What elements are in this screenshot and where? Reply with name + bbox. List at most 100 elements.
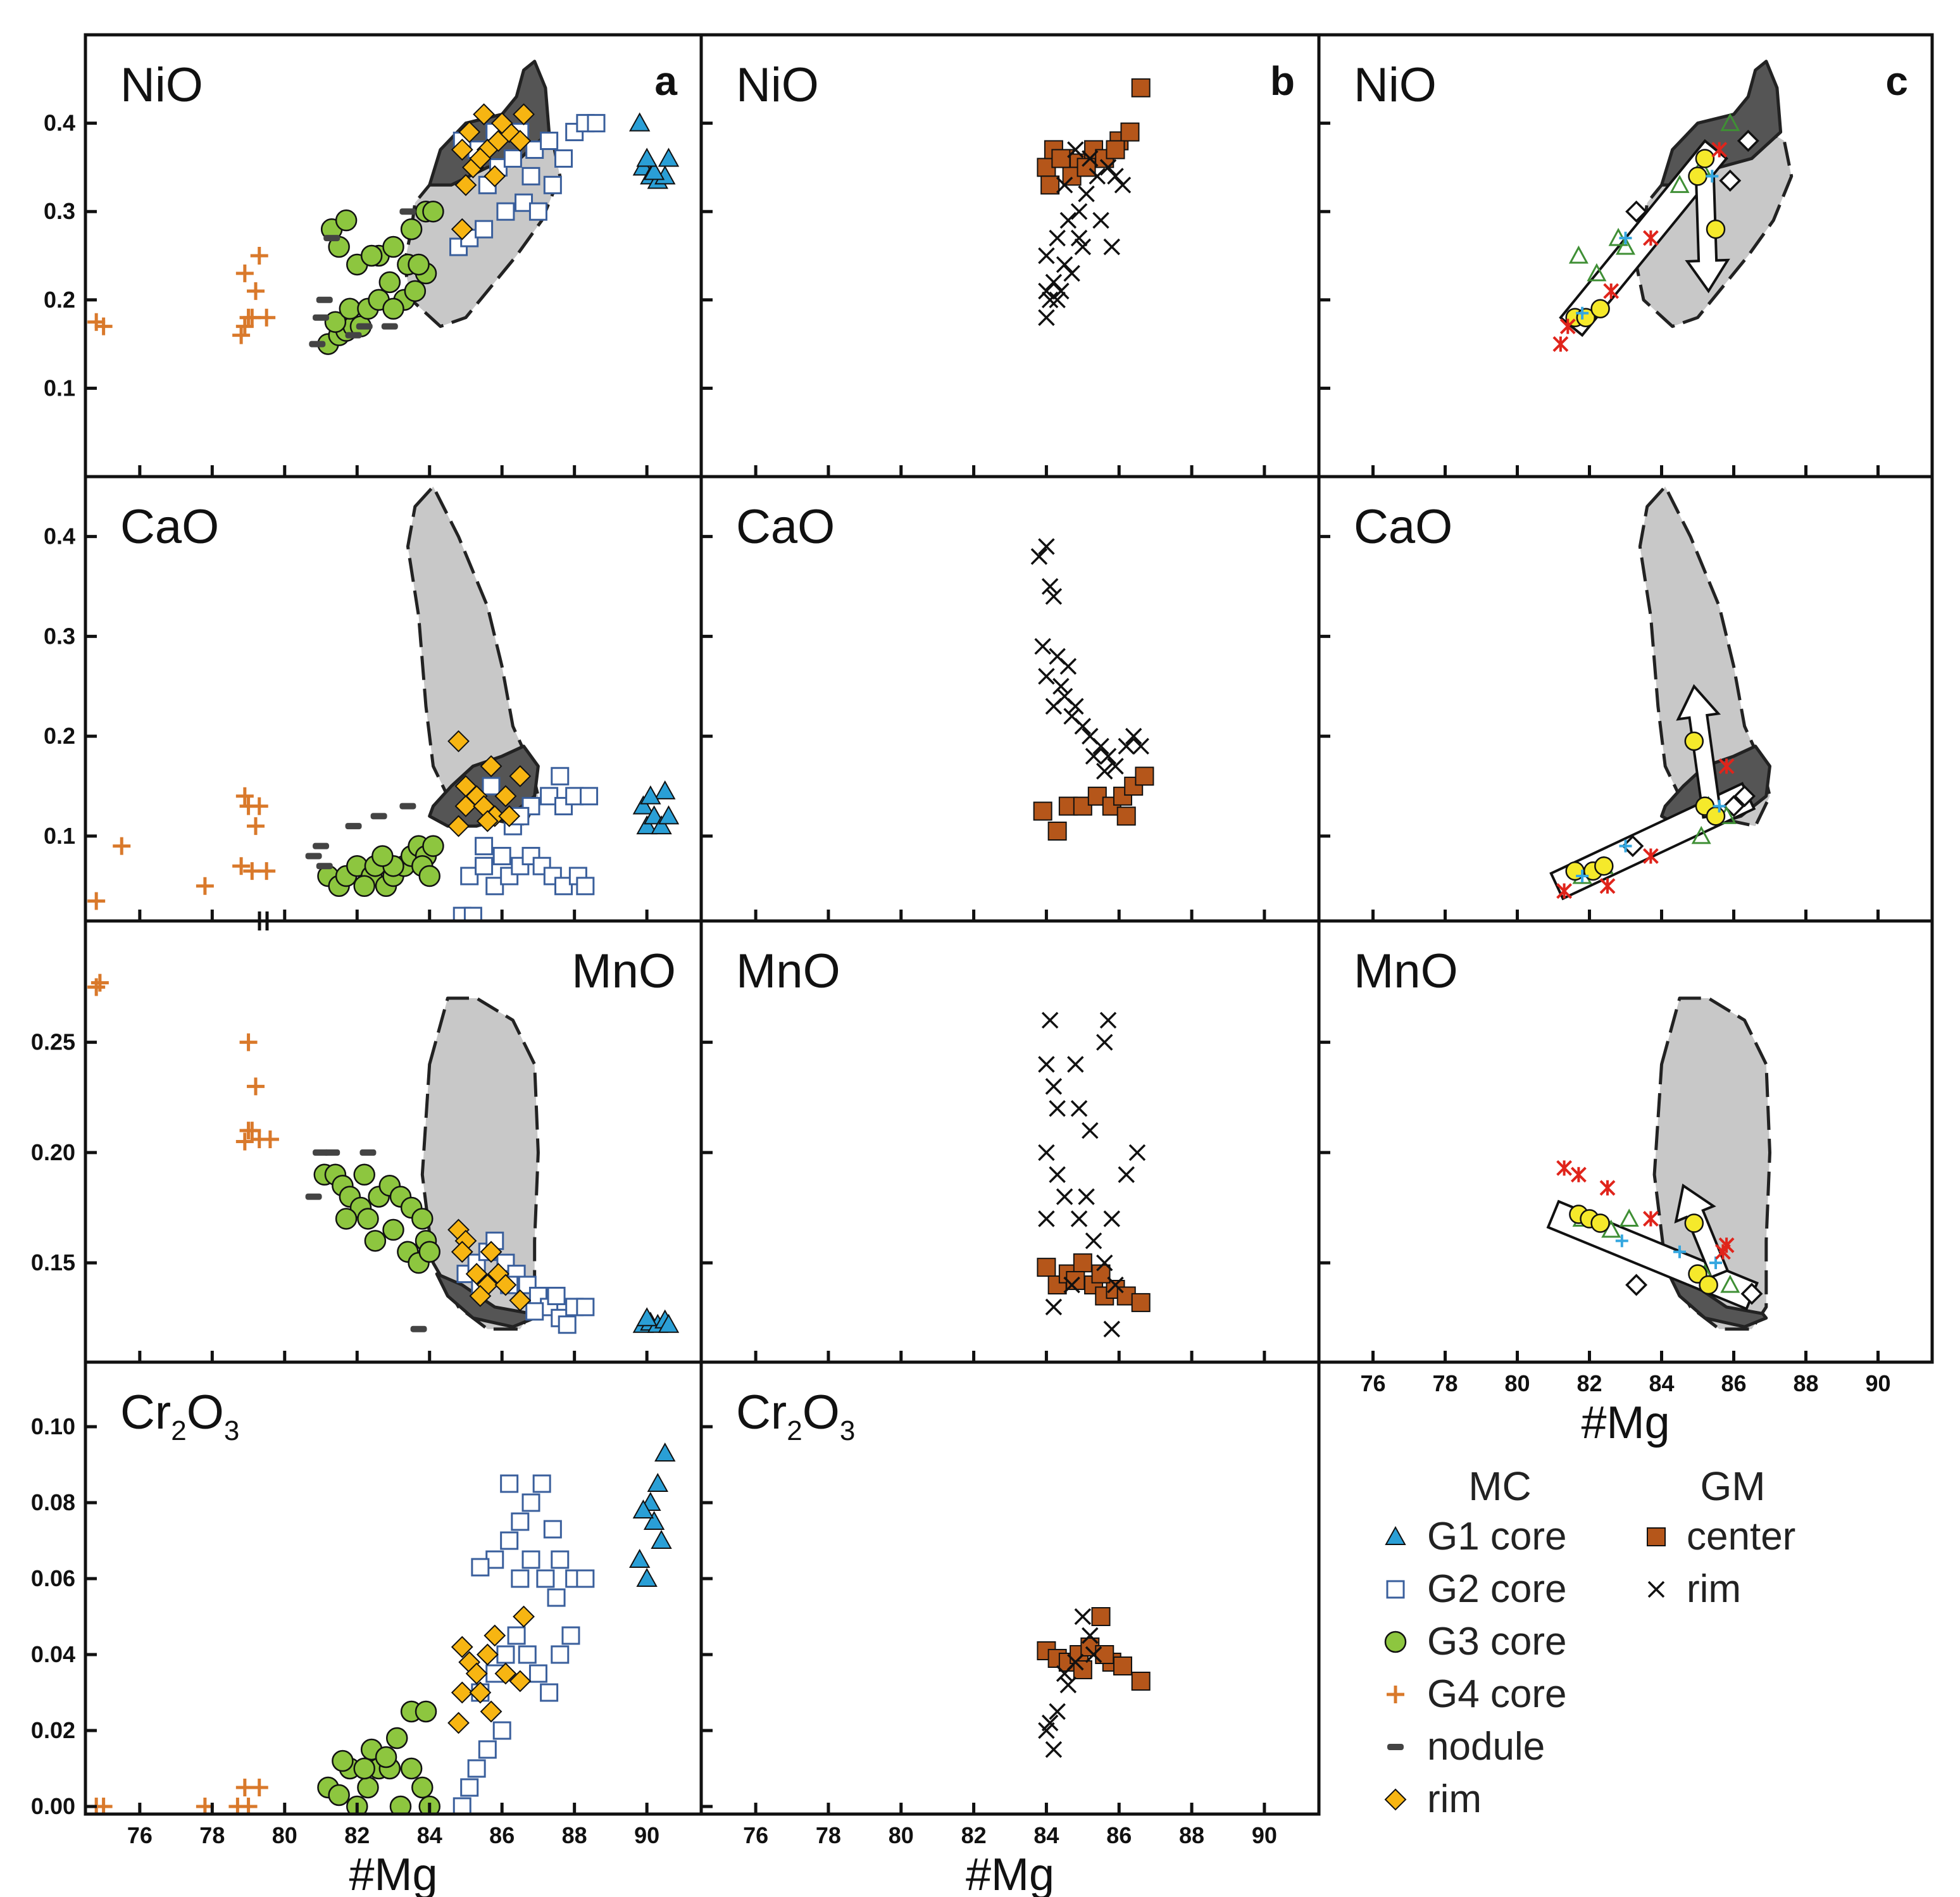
data-point: [335, 1208, 358, 1230]
data-point: [1082, 1627, 1099, 1644]
data-point: [1711, 142, 1728, 158]
data-point: [1074, 1608, 1092, 1625]
data-point: [235, 787, 254, 805]
data-point: [1106, 140, 1125, 160]
data-point: [1587, 263, 1607, 282]
series-gm-rim: [1038, 141, 1132, 326]
data-point: [1599, 878, 1616, 894]
data-point: [465, 1662, 488, 1685]
data-point: [540, 1683, 559, 1702]
data-point: [1642, 230, 1659, 246]
data-point: [418, 865, 440, 887]
data-point: [490, 112, 513, 135]
data-point: [232, 326, 251, 344]
data-point: [1590, 1213, 1610, 1233]
data-point: [518, 1645, 537, 1664]
series-gm-rim: [1038, 1608, 1102, 1758]
data-point: [636, 815, 658, 835]
data-point: [547, 1286, 566, 1305]
y-tick-label: 0.20: [31, 1139, 75, 1165]
data-point: [576, 1569, 595, 1588]
data-point: [247, 817, 265, 836]
data-point: [1099, 1011, 1117, 1029]
data-point: [356, 323, 373, 330]
x-tick-label: 88: [1793, 1370, 1818, 1396]
data-point: [1038, 1210, 1055, 1227]
data-point: [1038, 309, 1055, 326]
data-point: [1719, 169, 1742, 192]
data-point: [471, 1558, 490, 1577]
data-point: [554, 149, 573, 168]
y-tick-label: 0.2: [44, 723, 75, 749]
panel-title: Cr2O3: [120, 1386, 239, 1446]
data-point: [1706, 219, 1726, 239]
data-point: [1049, 1099, 1066, 1117]
y-tick-label: 0.15: [31, 1249, 75, 1275]
data-point: [451, 218, 473, 241]
data-point: [1041, 578, 1059, 595]
data-point: [370, 813, 387, 820]
series-gm-rim: [1030, 538, 1149, 780]
y-tick-label: 0.2: [44, 287, 75, 313]
data-point: [465, 1263, 488, 1286]
data-point: [1107, 1276, 1124, 1294]
data-point: [258, 862, 276, 880]
series-g1-core: [632, 780, 680, 835]
series-c-yellow: [1569, 1205, 1718, 1295]
series-rim: [447, 1218, 532, 1312]
data-point: [1576, 870, 1589, 883]
data-point: [422, 200, 444, 223]
data-point: [458, 121, 481, 143]
panel-c-CaO: CaO: [1317, 475, 1934, 923]
x-tick-label: 78: [816, 1822, 841, 1848]
data-point: [629, 1548, 651, 1568]
data-point: [389, 1795, 412, 1814]
data-point: [1070, 203, 1088, 220]
data-point: [339, 297, 361, 320]
series-g3-core: [317, 1700, 440, 1814]
data-point: [636, 1307, 658, 1327]
data-point: [357, 1208, 379, 1230]
data-point: [1615, 1234, 1628, 1248]
data-point: [1056, 1188, 1073, 1205]
legend-label: G3 core: [1427, 1620, 1567, 1663]
data-point: [1691, 825, 1711, 844]
y-tick-label: 0.00: [31, 1793, 75, 1819]
series-c-red: [1556, 758, 1735, 899]
data-point: [422, 835, 444, 857]
data-point: [484, 165, 506, 187]
legend-label: nodule: [1427, 1725, 1545, 1769]
panel-letter: b: [1270, 58, 1295, 104]
legend: MC GM G1 core G2 core G3 core G4 core nodule ri…: [1384, 1463, 1795, 1821]
data-point: [580, 787, 599, 806]
data-point: [261, 1130, 279, 1149]
data-point: [1045, 1078, 1063, 1095]
x-tick-label: 86: [1106, 1822, 1132, 1848]
series-c-blue: [1576, 799, 1726, 883]
data-point: [1576, 306, 1589, 320]
x-tick-label: 90: [634, 1822, 659, 1848]
data-point: [1684, 731, 1704, 751]
data-point: [1594, 856, 1614, 876]
series-nodule: [305, 1149, 427, 1332]
data-point: [454, 775, 477, 798]
data-point: [323, 1149, 340, 1156]
data-point: [451, 1241, 473, 1263]
data-point: [232, 857, 251, 875]
data-point: [1038, 247, 1055, 265]
series-c-white: [1625, 1274, 1763, 1305]
data-point: [235, 264, 254, 282]
data-point: [1041, 291, 1059, 309]
panel-c-NiO: NiO c: [1317, 33, 1934, 479]
y-tick-label: 0.25: [31, 1029, 75, 1055]
data-point: [1041, 1011, 1059, 1029]
data-point: [1067, 1056, 1084, 1073]
data-point: [1092, 211, 1109, 229]
data-point: [324, 311, 347, 333]
data-point: [496, 1645, 515, 1664]
data-point: [328, 1784, 350, 1806]
data-point: [658, 805, 680, 825]
data-point: [415, 1700, 437, 1723]
data-point: [1135, 767, 1154, 786]
legend-label: G1 core: [1427, 1515, 1567, 1558]
